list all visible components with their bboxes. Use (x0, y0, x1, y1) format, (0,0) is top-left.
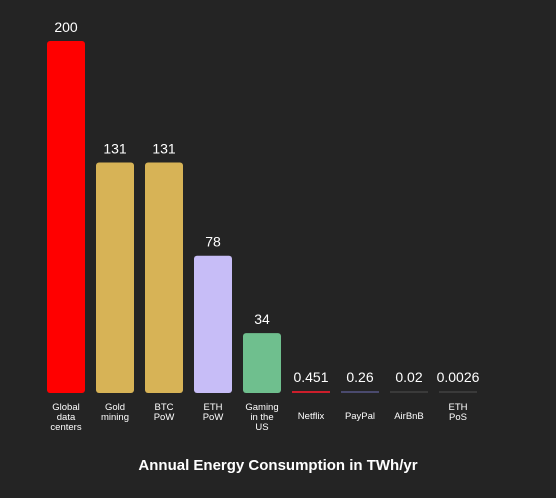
bar-2 (145, 162, 183, 393)
category-label-8: ETH PoS (449, 402, 468, 423)
bar-7 (390, 391, 428, 393)
value-label-1: 131 (103, 140, 127, 156)
category-label-4: Gaming in the US (245, 402, 278, 433)
value-label-4: 34 (254, 311, 270, 327)
chart-title: Annual Energy Consumption in TWh/yr (138, 457, 418, 474)
value-label-8: 0.0026 (437, 369, 480, 385)
value-label-6: 0.26 (346, 369, 373, 385)
bar-6 (341, 391, 379, 393)
value-label-0: 200 (54, 19, 78, 35)
category-label-1: Gold mining (101, 402, 129, 423)
category-label-3: ETH PoW (203, 402, 224, 423)
bar-3 (194, 255, 232, 393)
bar-1 (96, 162, 134, 393)
value-label-5: 0.451 (293, 369, 328, 385)
bar-0 (47, 41, 85, 393)
bar-4 (243, 333, 281, 393)
bar-5 (292, 391, 330, 393)
value-label-2: 131 (152, 140, 176, 156)
bar-8 (439, 391, 477, 393)
category-label-2: BTC PoW (154, 402, 175, 423)
category-label-7: AirBnB (394, 411, 424, 422)
category-label-0: Global data centers (50, 402, 81, 433)
value-label-7: 0.02 (395, 369, 422, 385)
value-label-3: 78 (205, 234, 221, 250)
category-label-6: PayPal (345, 411, 375, 422)
category-label-5: Netflix (298, 411, 325, 422)
